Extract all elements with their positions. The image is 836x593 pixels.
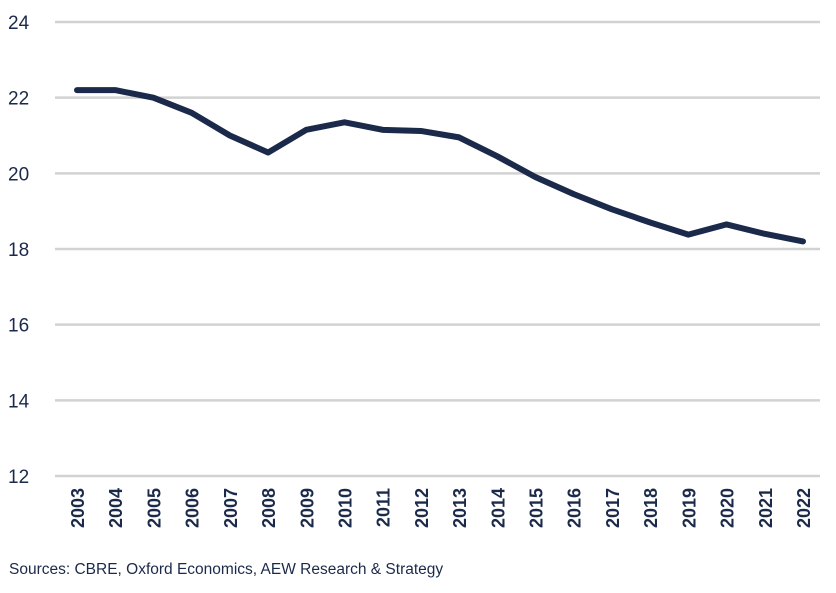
series-line [74, 87, 806, 245]
x-tick-label: 2015 [527, 488, 547, 528]
x-tick-label: 2005 [144, 488, 164, 528]
y-axis: 12 14 16 18 20 22 24 [8, 13, 30, 488]
x-tick-label: 2013 [450, 488, 470, 528]
source-note: Sources: CBRE, Oxford Economics, AEW Res… [9, 561, 444, 578]
y-tick-label: 14 [8, 391, 30, 412]
x-tick-label: 2019 [679, 488, 699, 528]
x-tick-label: 2021 [756, 488, 776, 528]
y-tick-label: 24 [8, 13, 30, 34]
x-tick-label: 2022 [794, 488, 814, 528]
y-tick-label: 20 [8, 164, 29, 185]
x-tick-label: 2011 [374, 488, 394, 527]
x-tick-label: 2007 [221, 488, 241, 528]
grid [55, 20, 820, 478]
y-tick-label: 16 [8, 316, 29, 337]
x-tick-label: 2014 [488, 488, 508, 528]
y-tick-label: 22 [8, 89, 29, 110]
x-tick-label: 2006 [183, 488, 203, 528]
x-tick-label: 2010 [335, 488, 355, 528]
x-tick-label: 2003 [68, 488, 88, 528]
series [74, 87, 806, 245]
x-tick-label: 2017 [603, 488, 623, 528]
y-tick-label: 12 [8, 467, 29, 488]
x-tick-label: 2012 [412, 488, 432, 528]
x-tick-label: 2016 [565, 488, 585, 528]
x-axis: 2003 2004 2005 2006 2007 2008 2009 2010 2011 2012… [68, 488, 814, 528]
x-tick-label: 2020 [718, 488, 738, 528]
x-tick-label: 2004 [106, 488, 126, 528]
y-tick-label: 18 [8, 240, 29, 261]
x-tick-label: 2008 [259, 488, 279, 528]
x-tick-label: 2018 [641, 488, 661, 528]
x-tick-label: 2009 [297, 488, 317, 528]
